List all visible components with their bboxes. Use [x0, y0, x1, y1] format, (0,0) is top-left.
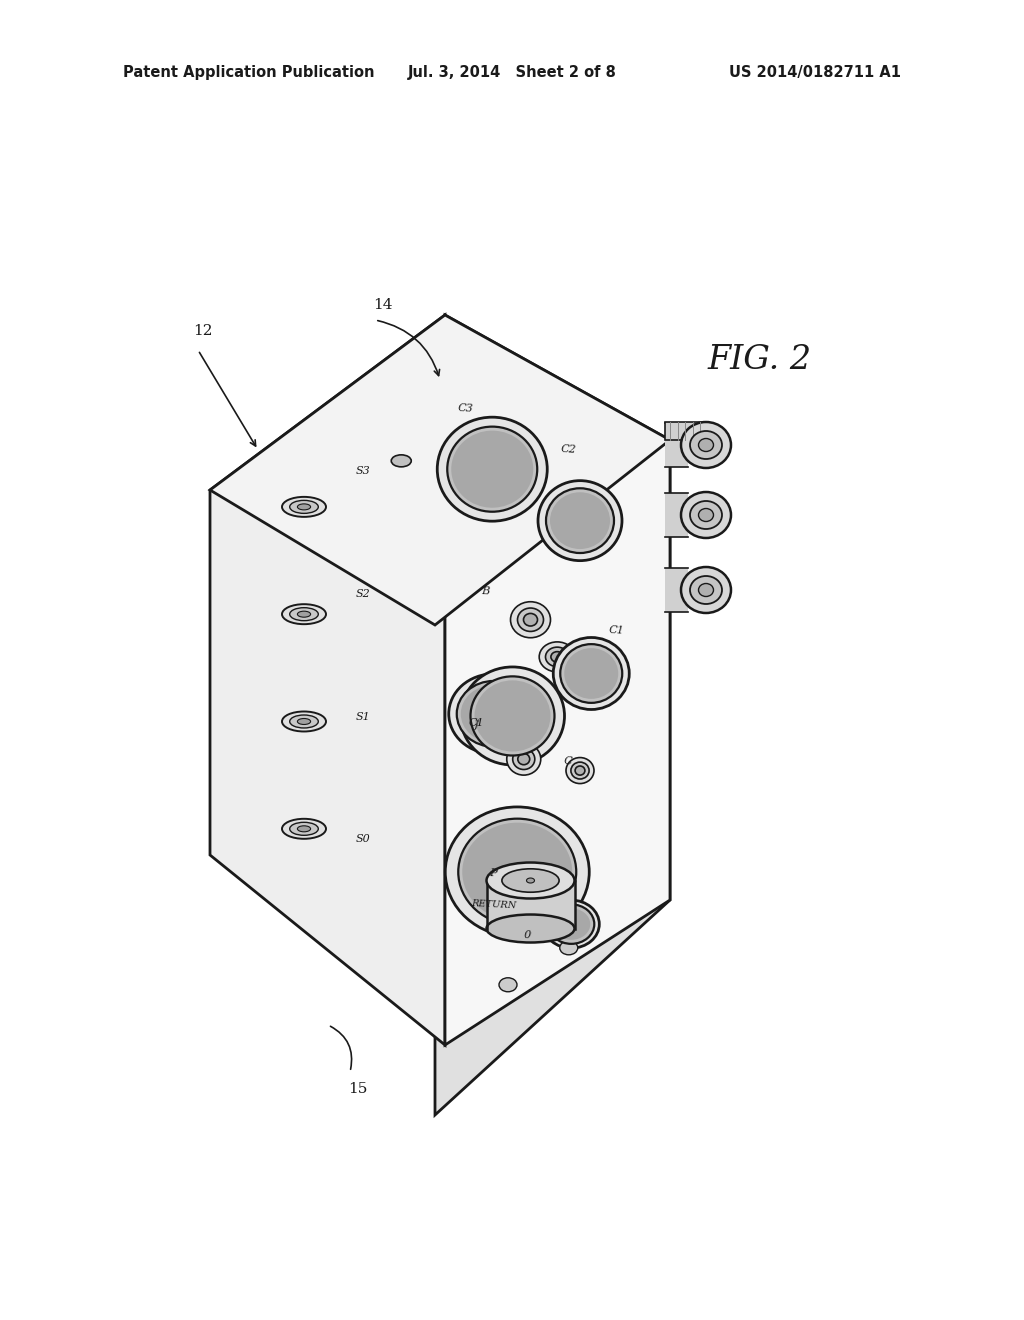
- Polygon shape: [435, 440, 670, 1115]
- Ellipse shape: [475, 473, 496, 484]
- Text: C3: C3: [457, 403, 473, 413]
- Text: C1: C1: [609, 624, 625, 635]
- Ellipse shape: [290, 607, 318, 620]
- Ellipse shape: [457, 681, 530, 747]
- Polygon shape: [445, 315, 670, 1045]
- Ellipse shape: [513, 748, 535, 770]
- Ellipse shape: [290, 500, 318, 513]
- Ellipse shape: [452, 430, 534, 508]
- Text: RETURN: RETURN: [471, 899, 517, 909]
- Polygon shape: [210, 315, 445, 1045]
- Ellipse shape: [548, 904, 594, 944]
- Text: S3: S3: [356, 466, 371, 477]
- Ellipse shape: [681, 422, 731, 469]
- Text: FIG. 2: FIG. 2: [708, 345, 812, 376]
- Polygon shape: [486, 880, 574, 928]
- Ellipse shape: [544, 900, 599, 948]
- Text: C2: C2: [561, 444, 577, 455]
- Ellipse shape: [391, 455, 412, 467]
- Ellipse shape: [282, 496, 326, 517]
- Ellipse shape: [447, 426, 538, 512]
- Text: 14: 14: [373, 298, 392, 312]
- Ellipse shape: [459, 818, 577, 925]
- Text: US 2014/0182711 A1: US 2014/0182711 A1: [729, 65, 901, 79]
- Ellipse shape: [290, 715, 318, 729]
- Ellipse shape: [560, 941, 578, 954]
- Text: S1: S1: [356, 711, 371, 722]
- Ellipse shape: [566, 758, 594, 784]
- Ellipse shape: [550, 492, 610, 549]
- Ellipse shape: [486, 915, 574, 942]
- Ellipse shape: [698, 438, 714, 451]
- Text: P: P: [489, 869, 497, 879]
- Polygon shape: [665, 422, 705, 440]
- Polygon shape: [665, 568, 688, 612]
- Ellipse shape: [502, 869, 559, 892]
- Ellipse shape: [282, 818, 326, 838]
- Text: 12: 12: [193, 323, 213, 338]
- Polygon shape: [665, 422, 688, 467]
- Ellipse shape: [297, 718, 310, 725]
- Ellipse shape: [681, 492, 731, 539]
- Ellipse shape: [290, 822, 318, 836]
- Text: Jul. 3, 2014   Sheet 2 of 8: Jul. 3, 2014 Sheet 2 of 8: [408, 65, 616, 79]
- Ellipse shape: [690, 576, 722, 605]
- Ellipse shape: [437, 417, 547, 521]
- Ellipse shape: [575, 766, 585, 775]
- Ellipse shape: [282, 605, 326, 624]
- Ellipse shape: [690, 502, 722, 529]
- Ellipse shape: [523, 614, 538, 626]
- Text: B: B: [481, 586, 489, 597]
- Text: S0: S0: [356, 834, 371, 845]
- Ellipse shape: [507, 743, 541, 775]
- Ellipse shape: [461, 685, 526, 743]
- Ellipse shape: [461, 667, 564, 766]
- Ellipse shape: [690, 432, 722, 459]
- Ellipse shape: [552, 908, 590, 940]
- Ellipse shape: [571, 762, 589, 779]
- Ellipse shape: [474, 680, 551, 751]
- Ellipse shape: [297, 504, 310, 510]
- Ellipse shape: [297, 826, 310, 832]
- Ellipse shape: [297, 611, 310, 618]
- Ellipse shape: [560, 644, 623, 702]
- Ellipse shape: [551, 652, 563, 663]
- Ellipse shape: [538, 480, 622, 561]
- Ellipse shape: [564, 648, 618, 698]
- Text: Patent Application Publication: Patent Application Publication: [123, 65, 375, 79]
- Ellipse shape: [470, 676, 555, 755]
- Ellipse shape: [540, 642, 575, 672]
- Ellipse shape: [499, 978, 517, 991]
- Text: C1: C1: [468, 718, 483, 729]
- Ellipse shape: [526, 878, 535, 883]
- Ellipse shape: [546, 647, 569, 667]
- Ellipse shape: [462, 822, 572, 921]
- Ellipse shape: [553, 638, 630, 710]
- Ellipse shape: [546, 488, 614, 553]
- Ellipse shape: [517, 609, 544, 631]
- Polygon shape: [210, 315, 670, 624]
- Ellipse shape: [449, 673, 539, 754]
- Text: 0: 0: [523, 929, 531, 940]
- Ellipse shape: [681, 568, 731, 612]
- Ellipse shape: [486, 862, 574, 899]
- Ellipse shape: [282, 711, 326, 731]
- Ellipse shape: [445, 807, 589, 937]
- Text: J: J: [474, 719, 479, 730]
- Ellipse shape: [511, 602, 551, 638]
- Polygon shape: [665, 492, 688, 537]
- Text: S2: S2: [356, 589, 371, 599]
- Text: C: C: [563, 756, 572, 767]
- Ellipse shape: [698, 583, 714, 597]
- Ellipse shape: [698, 508, 714, 521]
- Text: 15: 15: [348, 1082, 368, 1096]
- Ellipse shape: [518, 754, 529, 764]
